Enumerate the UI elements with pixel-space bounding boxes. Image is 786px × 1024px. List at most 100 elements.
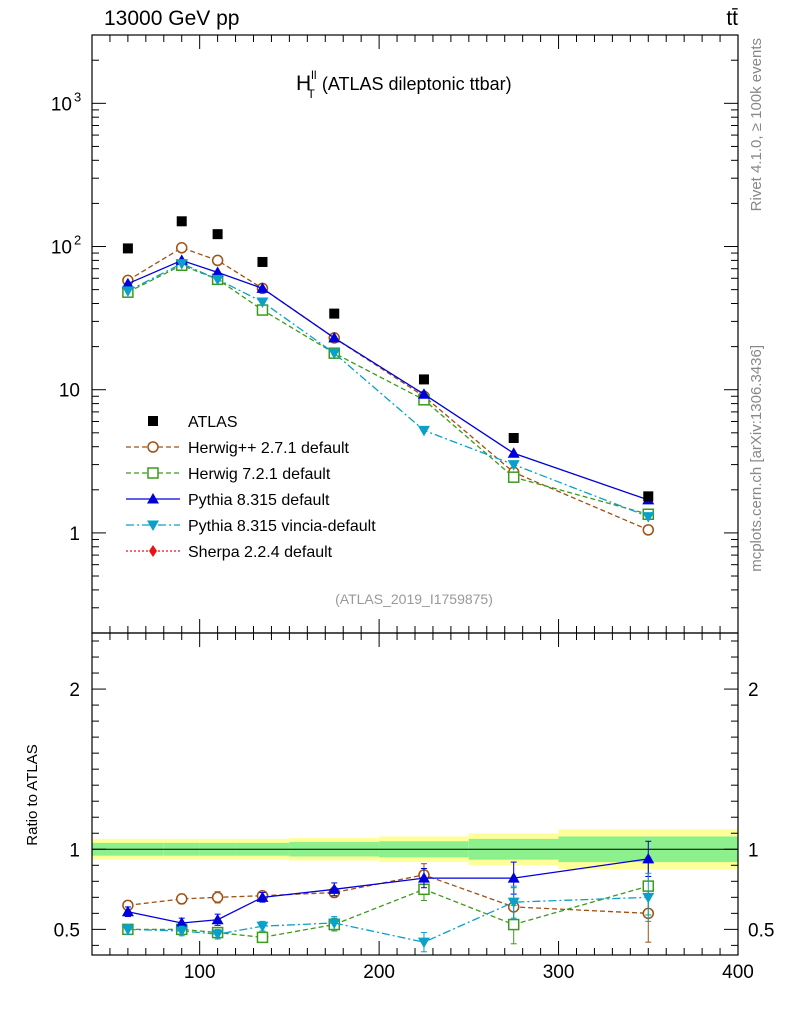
legend-entry: Pythia 8.315 vincia-default bbox=[126, 518, 376, 535]
ratio-point bbox=[121, 905, 134, 917]
data-point bbox=[508, 433, 519, 444]
legend-marker bbox=[147, 467, 159, 479]
series-point bbox=[211, 254, 224, 267]
series-line bbox=[127, 259, 649, 501]
series-point bbox=[507, 471, 520, 483]
y-tick-label: 10 bbox=[51, 94, 72, 115]
ratio-point bbox=[507, 872, 520, 883]
series-point bbox=[175, 242, 188, 254]
ratio-y-tick-label: 0.5 bbox=[54, 920, 80, 941]
series-point bbox=[507, 447, 520, 458]
ratio-point bbox=[328, 883, 341, 894]
ratio-point bbox=[211, 913, 224, 925]
y-tick-label: 10 bbox=[59, 381, 80, 402]
ratio-point bbox=[175, 916, 188, 928]
ratio-point bbox=[175, 926, 188, 937]
plot-title: Hll T (ATLAS dileptonic ttbar) bbox=[296, 68, 512, 101]
data-point bbox=[643, 491, 654, 502]
legend-label: Pythia 8.315 vincia-default bbox=[188, 518, 376, 535]
series-line bbox=[127, 247, 649, 531]
y-tick-label: 1 bbox=[69, 524, 80, 545]
data-point bbox=[176, 216, 187, 227]
ratio-point bbox=[256, 921, 269, 933]
series-point bbox=[328, 331, 341, 343]
data-point bbox=[122, 243, 133, 254]
series-point bbox=[175, 259, 188, 270]
x-tick-label: 200 bbox=[363, 962, 395, 983]
data-point bbox=[257, 256, 268, 267]
ratio-series-line bbox=[127, 896, 649, 943]
series-point bbox=[507, 460, 520, 471]
y-tick-label: 10 bbox=[51, 238, 72, 259]
legend-marker bbox=[148, 416, 158, 426]
plot-title-symbol: H bbox=[296, 72, 311, 95]
plot-title-superscript: ll bbox=[311, 68, 316, 82]
y-tick-label-exponent: 3 bbox=[74, 89, 81, 104]
ratio-point bbox=[211, 929, 224, 941]
series-point bbox=[417, 425, 430, 437]
ratio-series-line bbox=[127, 885, 649, 939]
header-process-label: tt̄ bbox=[726, 7, 738, 30]
legend-label: Herwig++ 2.7.1 default bbox=[188, 440, 350, 457]
series-point bbox=[642, 512, 655, 523]
legend-label: ATLAS bbox=[188, 414, 238, 431]
ratio-y-tick-label: 1 bbox=[69, 840, 80, 861]
ratio-point bbox=[121, 924, 134, 936]
ratio-point bbox=[507, 897, 520, 909]
series-point bbox=[211, 266, 224, 277]
ratio-series-line bbox=[127, 874, 649, 914]
plot-title-text: (ATLAS dileptonic ttbar) bbox=[322, 74, 512, 94]
legend-marker bbox=[147, 441, 159, 453]
ratio-point bbox=[417, 937, 430, 949]
legend-marker bbox=[149, 545, 157, 557]
series-line bbox=[127, 264, 649, 515]
legend-label: Herwig 7.2.1 default bbox=[188, 466, 331, 483]
ratio-point bbox=[642, 852, 655, 864]
series-point bbox=[211, 274, 224, 286]
ratio-point bbox=[175, 893, 188, 905]
legend-entry: ATLAS bbox=[148, 414, 238, 431]
series-point bbox=[256, 282, 269, 293]
ratio-y-tick-label: 2 bbox=[69, 680, 80, 701]
legend-entry: Sherpa 2.2.4 default bbox=[126, 544, 333, 561]
ratio-point bbox=[417, 872, 430, 883]
ratio-y-tick-label-right: 1 bbox=[748, 840, 759, 861]
data-point bbox=[212, 229, 223, 240]
data-point bbox=[418, 374, 429, 385]
legend-marker bbox=[147, 520, 159, 531]
ratio-point bbox=[328, 918, 341, 929]
side-label-rivet: Rivet 4.1.0, ≥ 100k events bbox=[748, 38, 765, 211]
ratio-panel: 100 200 300 400 0.5 0.5 1 1 2 2 bbox=[54, 619, 774, 983]
plot-title-subscript: T bbox=[308, 87, 316, 101]
data-point bbox=[329, 308, 340, 319]
legend-entry: Pythia 8.315 default bbox=[126, 492, 330, 509]
header-energy-label: 13000 GeV pp bbox=[104, 7, 239, 30]
series-line bbox=[127, 262, 649, 518]
ratio-frame bbox=[91, 632, 739, 956]
x-tick-label: 100 bbox=[184, 962, 216, 983]
legend-label: Pythia 8.315 default bbox=[188, 492, 330, 509]
legend-entry: Herwig 7.2.1 default bbox=[126, 466, 331, 483]
ratio-y-tick-label-right: 0.5 bbox=[748, 920, 774, 941]
x-tick-label: 400 bbox=[722, 962, 754, 983]
legend-entry: Herwig++ 2.7.1 default bbox=[126, 440, 350, 457]
series-point bbox=[121, 286, 134, 297]
ratio-point bbox=[256, 931, 269, 944]
ratio-axis-label: Ratio to ATLAS bbox=[24, 744, 41, 845]
ratio-point bbox=[211, 891, 224, 904]
ratio-point bbox=[507, 918, 520, 931]
series-point bbox=[256, 297, 269, 308]
legend-marker bbox=[147, 493, 159, 504]
series-point bbox=[328, 348, 341, 360]
y-tick-label-exponent: 2 bbox=[74, 233, 81, 248]
legend-label: Sherpa 2.2.4 default bbox=[188, 544, 333, 561]
side-label-mcplots: mcplots.cern.ch [arXiv:1306.3436] bbox=[748, 345, 765, 572]
ratio-series-line bbox=[127, 858, 649, 924]
x-tick-label: 300 bbox=[543, 962, 575, 983]
analysis-label: (ATLAS_2019_I1759875) bbox=[335, 591, 493, 607]
legend: ATLAS Herwig++ 2.7.1 default Herwig 7.2.1 … bbox=[126, 414, 376, 561]
series-point bbox=[121, 277, 134, 289]
ratio-point bbox=[642, 892, 655, 904]
